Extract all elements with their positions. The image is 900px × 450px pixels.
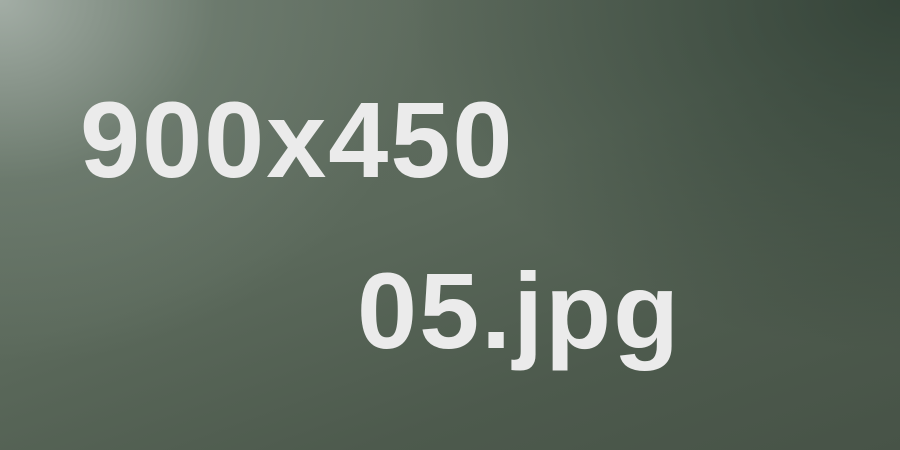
filename-label: 05.jpg <box>357 250 682 371</box>
dimensions-label: 900x450 <box>80 79 515 200</box>
